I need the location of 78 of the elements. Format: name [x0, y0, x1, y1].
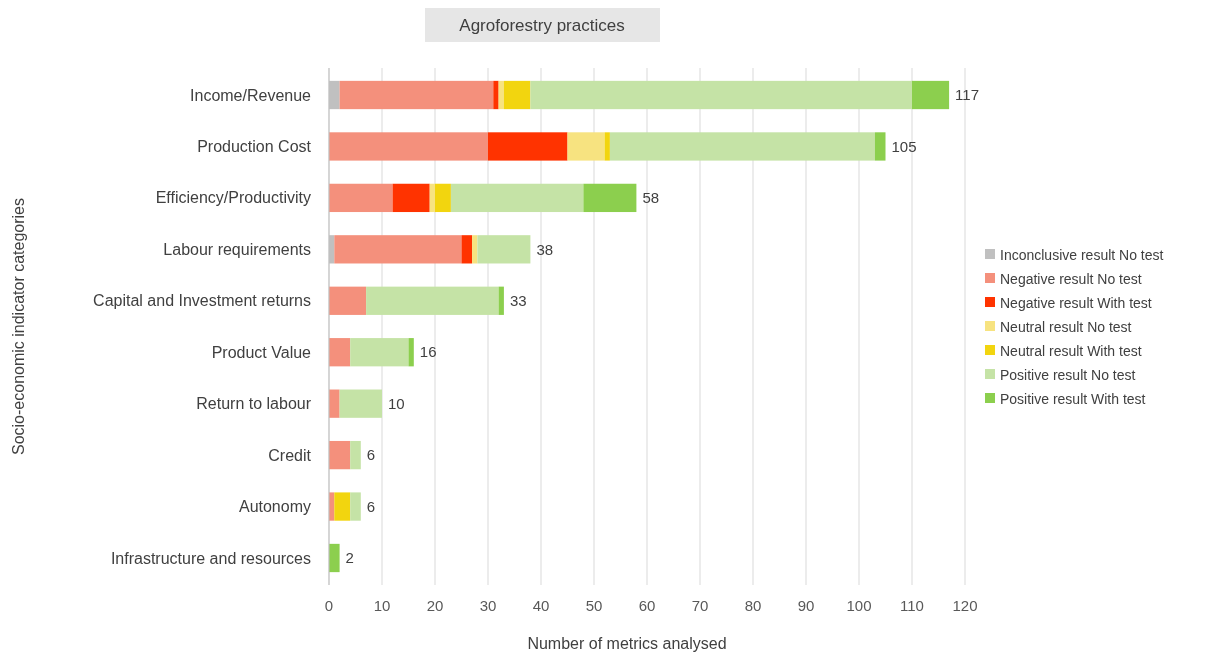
x-tick-label: 60: [638, 597, 656, 614]
bar: [530, 80, 912, 110]
y-tick-label: Product Value: [211, 343, 312, 361]
bar: [435, 183, 451, 213]
bar: [604, 132, 610, 161]
total-label: 10: [388, 394, 405, 412]
bar: [350, 440, 361, 470]
x-tick-label: 20: [426, 597, 444, 614]
bar: [477, 235, 531, 264]
bar: [912, 80, 950, 110]
total-label: 6: [366, 497, 376, 515]
bar: [350, 338, 409, 367]
y-tick-label: Return to labour: [196, 395, 312, 413]
total-label: 33: [509, 292, 527, 310]
bar: [583, 183, 637, 213]
bar: [329, 389, 340, 418]
legend-label: Negative result No test: [1000, 270, 1142, 287]
bar: [339, 80, 494, 110]
bar: [567, 132, 605, 161]
x-tick-label: 40: [532, 597, 550, 614]
y-tick-label: Autonomy: [238, 498, 311, 516]
total-label: 38: [536, 240, 554, 258]
y-axis-title: Socio-economic indicator categories: [10, 197, 27, 456]
x-tick-label: 0: [324, 597, 334, 614]
bar: [498, 80, 504, 110]
total-label: 105: [891, 137, 917, 155]
bar: [350, 492, 361, 521]
bar: [461, 235, 473, 264]
y-tick-label: Efficiency/Productivity: [155, 189, 311, 207]
x-tick-label: 30: [479, 597, 497, 614]
total-label: 16: [419, 343, 437, 361]
x-tick-label: 10: [373, 597, 391, 614]
total-label: 2: [345, 549, 354, 567]
y-tick-label: Infrastructure and resources: [110, 549, 311, 567]
bar: [366, 286, 499, 315]
bar: [488, 132, 568, 161]
y-tick-label: Credit: [268, 446, 312, 464]
bar: [329, 286, 367, 315]
x-tick-label: 100: [846, 597, 872, 614]
bar: [609, 132, 875, 161]
bar: [334, 235, 462, 264]
bar: [874, 132, 886, 161]
x-tick-label: 50: [585, 597, 603, 614]
bar: [498, 286, 504, 315]
legend-label: Neutral result No test: [1000, 318, 1132, 335]
bar: [329, 543, 340, 573]
legend-label: Positive result With test: [1000, 390, 1146, 407]
bar: [329, 183, 393, 213]
legend-label: Neutral result With test: [1000, 342, 1142, 359]
bar: [334, 492, 351, 521]
bar: [472, 235, 478, 264]
chart-title: Agroforestry practices: [459, 16, 625, 35]
bar: [329, 132, 488, 161]
bar: [493, 80, 499, 110]
bar: [450, 183, 584, 213]
legend-label: Positive result No test: [1000, 366, 1136, 383]
y-tick-label: Production Cost: [197, 138, 312, 156]
y-tick-label: Labour requirements: [163, 240, 311, 258]
x-tick-label: 110: [900, 597, 924, 614]
total-label: 6: [366, 446, 376, 464]
legend-label: Inconclusive result No test: [1000, 246, 1164, 263]
total-label: 117: [955, 86, 980, 104]
bar: [408, 338, 414, 367]
bar: [329, 338, 351, 367]
y-tick-label: Capital and Investment returns: [93, 292, 311, 310]
y-tick-label: Income/Revenue: [190, 86, 312, 104]
bar: [429, 183, 435, 213]
bar: [339, 389, 382, 418]
x-tick-label: 120: [952, 597, 978, 614]
x-tick-label: 80: [744, 597, 762, 614]
legend-label: Negative result With test: [1000, 294, 1152, 311]
bar: [392, 183, 430, 213]
bar: [329, 440, 351, 470]
x-axis-title: Number of metrics analysed: [527, 635, 727, 652]
total-label: 58: [642, 189, 660, 207]
x-tick-label: 90: [797, 597, 815, 614]
bar: [503, 80, 531, 110]
x-tick-label: 70: [691, 597, 709, 614]
